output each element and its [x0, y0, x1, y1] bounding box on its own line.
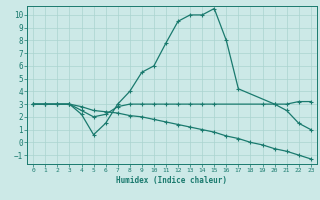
X-axis label: Humidex (Indice chaleur): Humidex (Indice chaleur): [116, 176, 228, 185]
